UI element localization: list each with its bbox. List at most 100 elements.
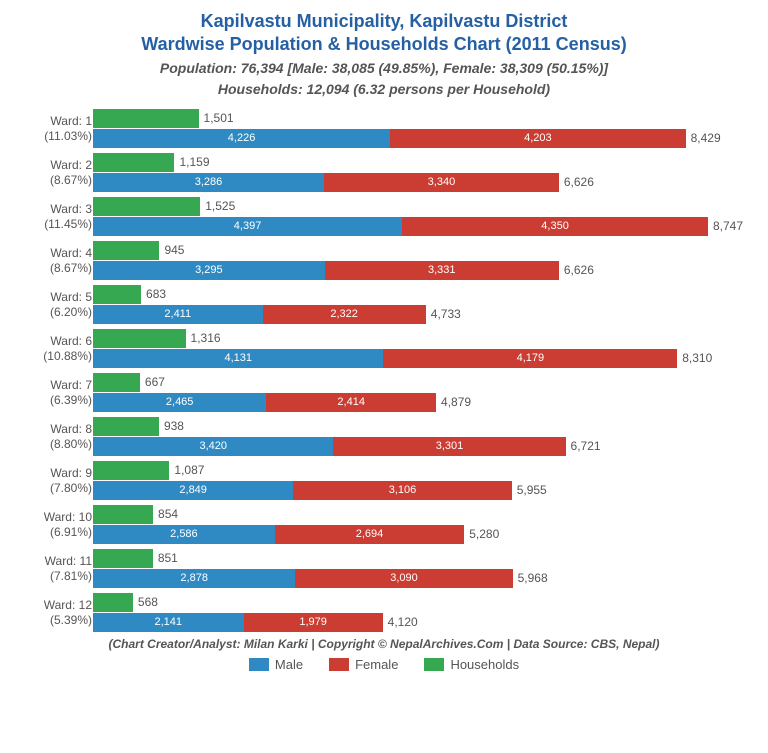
- households-bar: [93, 329, 186, 348]
- female-bar: 2,322: [263, 305, 426, 324]
- female-bar: 3,301: [333, 437, 565, 456]
- male-bar: 2,141: [93, 613, 244, 632]
- ward-bars: 1,5254,3974,3508,747: [93, 197, 750, 237]
- households-bar: [93, 285, 141, 304]
- households-value: 1,159: [179, 155, 209, 169]
- households-value: 667: [145, 375, 165, 389]
- female-bar: 1,979: [244, 613, 383, 632]
- ward-row: Ward: 2(8.67%)1,1593,2863,3406,626: [18, 153, 750, 193]
- female-bar: 3,331: [325, 261, 559, 280]
- male-bar: 3,295: [93, 261, 325, 280]
- female-bar: 3,106: [293, 481, 511, 500]
- total-value: 5,280: [469, 527, 499, 541]
- ward-name: Ward: 7: [50, 378, 92, 392]
- households-value: 1,087: [174, 463, 204, 477]
- title-line-2: Wardwise Population & Households Chart (…: [18, 33, 750, 56]
- ward-row: Ward: 9(7.80%) 1,087 2,8493,106 5,955: [18, 461, 750, 501]
- female-bar: 4,350: [402, 217, 708, 236]
- legend-label-male: Male: [275, 657, 303, 672]
- chart-area: Ward: 1(11.03%)1,5014,2264,2038,429Ward:…: [18, 109, 750, 633]
- households-value: 945: [164, 243, 184, 257]
- ward-label: Ward: 4(8.67%): [18, 246, 93, 275]
- ward-label: Ward: 2(8.67%): [18, 158, 93, 187]
- ward-label: Ward: 11(7.81%): [18, 554, 93, 583]
- total-value: 4,879: [441, 395, 471, 409]
- ward-row: Ward: 3(11.45%)1,5254,3974,3508,747: [18, 197, 750, 237]
- households-bar: [93, 593, 133, 612]
- ward-bars: 568 2,1411,979 4,120: [93, 593, 750, 633]
- ward-pct: (11.03%): [44, 129, 92, 143]
- ward-row: Ward: 5(6.20%)6832,4112,3224,733: [18, 285, 750, 325]
- legend-item-female: Female: [329, 657, 398, 672]
- male-bar: 4,226: [93, 129, 390, 148]
- households-bar: [93, 153, 174, 172]
- ward-pct: (8.67%): [50, 173, 92, 187]
- legend-label-female: Female: [355, 657, 398, 672]
- ward-pct: (6.39%): [50, 393, 92, 407]
- households-bar: [93, 373, 140, 392]
- ward-name: Ward: 1: [50, 114, 92, 128]
- legend-swatch-female: [329, 658, 349, 671]
- ward-row: Ward: 4(8.67%) 945 3,2953,331 6,626: [18, 241, 750, 281]
- ward-bars: 1,5014,2264,2038,429: [93, 109, 750, 149]
- total-value: 6,721: [571, 439, 601, 453]
- total-value: 4,733: [431, 307, 461, 321]
- households-bar: [93, 461, 169, 480]
- subtitle-line-1: Population: 76,394 [Male: 38,085 (49.85%…: [18, 59, 750, 78]
- households-bar: [93, 505, 153, 524]
- ward-bars: 1,316 4,1314,179 8,310: [93, 329, 750, 369]
- female-bar: 4,179: [383, 349, 677, 368]
- ward-label: Ward: 10(6.91%): [18, 510, 93, 539]
- total-value: 6,626: [564, 263, 594, 277]
- ward-name: Ward: 3: [50, 202, 92, 216]
- ward-label: Ward: 7(6.39%): [18, 378, 93, 407]
- total-value: 5,968: [518, 571, 548, 585]
- ward-row: Ward: 7(6.39%)6672,4652,4144,879: [18, 373, 750, 413]
- legend-label-households: Households: [450, 657, 519, 672]
- ward-bars: 8512,8783,0905,968: [93, 549, 750, 589]
- ward-row: Ward: 1(11.03%)1,5014,2264,2038,429: [18, 109, 750, 149]
- ward-name: Ward: 4: [50, 246, 92, 260]
- male-bar: 3,286: [93, 173, 324, 192]
- households-value: 568: [138, 595, 158, 609]
- ward-bars: 945 3,2953,331 6,626: [93, 241, 750, 281]
- ward-name: Ward: 5: [50, 290, 92, 304]
- ward-pct: (6.91%): [50, 525, 92, 539]
- total-value: 8,747: [713, 219, 743, 233]
- ward-pct: (7.80%): [50, 481, 92, 495]
- subtitle-line-2: Households: 12,094 (6.32 persons per Hou…: [18, 80, 750, 99]
- households-value: 683: [146, 287, 166, 301]
- households-bar: [93, 241, 159, 260]
- ward-label: Ward: 8(8.80%): [18, 422, 93, 451]
- ward-name: Ward: 12: [44, 598, 92, 612]
- legend-swatch-households: [424, 658, 444, 671]
- ward-pct: (8.67%): [50, 261, 92, 275]
- ward-name: Ward: 10: [44, 510, 92, 524]
- total-value: 8,310: [682, 351, 712, 365]
- ward-pct: (11.45%): [44, 217, 92, 231]
- female-bar: 2,694: [275, 525, 464, 544]
- ward-pct: (10.88%): [43, 349, 92, 363]
- credits-line: (Chart Creator/Analyst: Milan Karki | Co…: [18, 637, 750, 651]
- legend-swatch-male: [249, 658, 269, 671]
- households-value: 854: [158, 507, 178, 521]
- ward-label: Ward: 3(11.45%): [18, 202, 93, 231]
- ward-pct: (8.80%): [50, 437, 92, 451]
- ward-row: Ward: 11(7.81%)8512,8783,0905,968: [18, 549, 750, 589]
- legend: Male Female Households: [18, 657, 750, 672]
- male-bar: 4,131: [93, 349, 383, 368]
- households-value: 1,501: [204, 111, 234, 125]
- total-value: 4,120: [388, 615, 418, 629]
- male-bar: 2,849: [93, 481, 293, 500]
- ward-pct: (6.20%): [50, 305, 92, 319]
- households-value: 1,316: [191, 331, 221, 345]
- female-bar: 4,203: [390, 129, 686, 148]
- ward-label: Ward: 9(7.80%): [18, 466, 93, 495]
- male-bar: 2,465: [93, 393, 266, 412]
- legend-item-households: Households: [424, 657, 519, 672]
- total-value: 5,955: [517, 483, 547, 497]
- male-bar: 3,420: [93, 437, 333, 456]
- ward-bars: 1,1593,2863,3406,626: [93, 153, 750, 193]
- ward-row: Ward: 6(10.88%)1,3164,1314,1798,310: [18, 329, 750, 369]
- female-bar: 3,090: [295, 569, 512, 588]
